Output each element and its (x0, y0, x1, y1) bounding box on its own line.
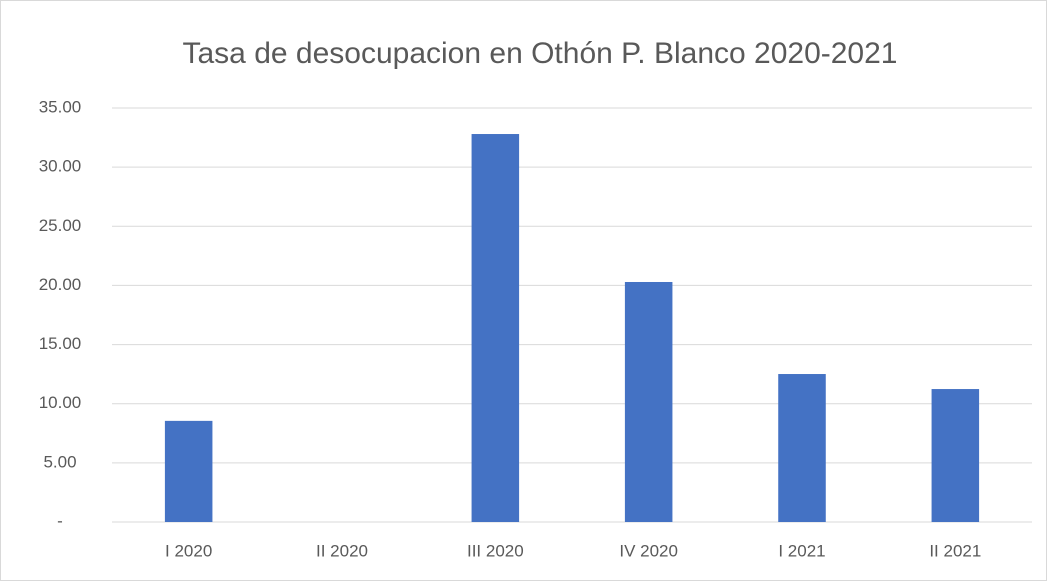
y-tick-label: - (57, 511, 63, 530)
bar (931, 389, 980, 522)
y-tick-label: 5.00 (43, 452, 76, 471)
x-tick-label: II 2021 (929, 541, 981, 560)
bar (164, 420, 213, 522)
y-tick-label: 20.00 (39, 275, 82, 294)
y-tick-label: 35.00 (39, 97, 82, 116)
x-tick-label: I 2021 (778, 541, 825, 560)
bar (624, 281, 673, 522)
bar (471, 134, 520, 522)
x-tick-label: IV 2020 (619, 541, 678, 560)
x-tick-label: II 2020 (316, 541, 368, 560)
y-tick-label: 10.00 (39, 393, 82, 412)
bar (778, 374, 826, 522)
y-tick-label: 15.00 (39, 334, 82, 353)
x-tick-label: III 2020 (467, 541, 524, 560)
x-tick-label: I 2020 (165, 541, 212, 560)
y-tick-label: 30.00 (39, 157, 82, 176)
y-tick-label: 25.00 (39, 216, 82, 235)
chart-title: Tasa de desocupacion en Othón P. Blanco … (183, 37, 898, 70)
